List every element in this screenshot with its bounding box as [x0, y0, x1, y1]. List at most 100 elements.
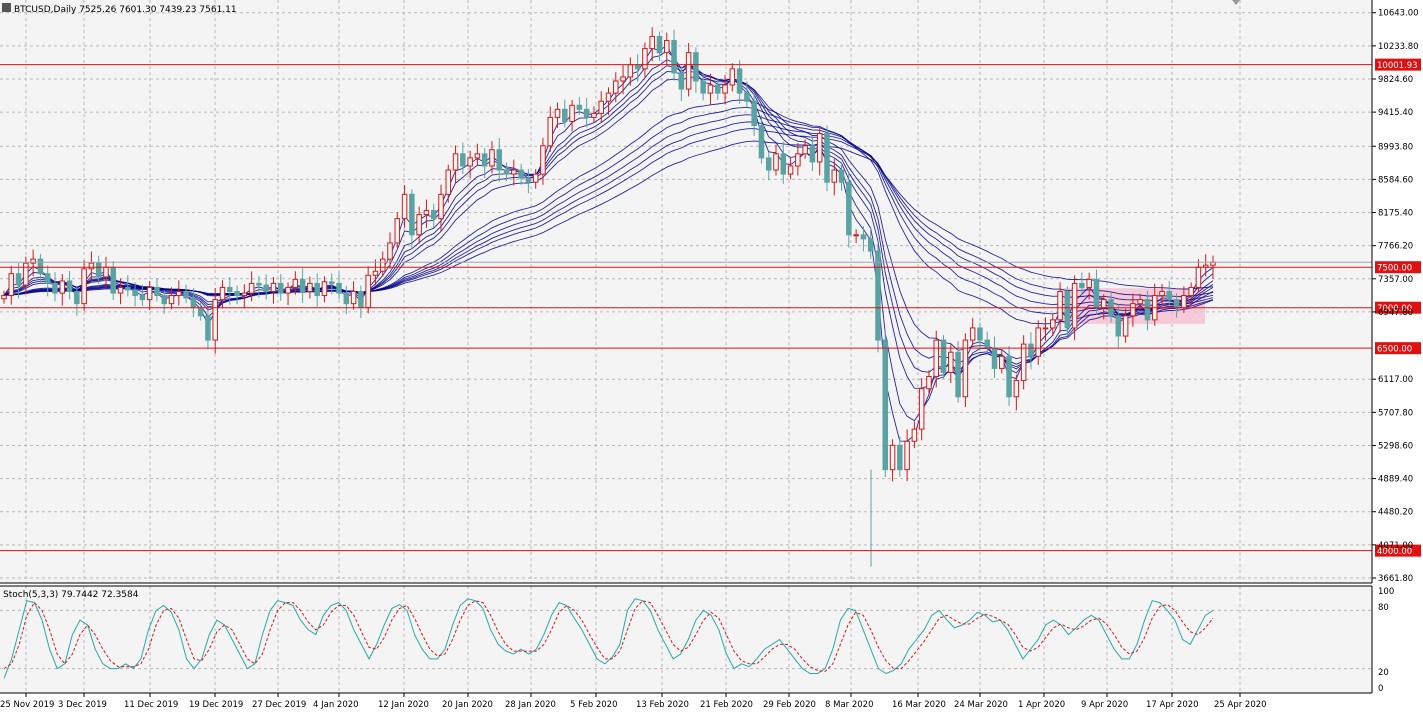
candle-body [452, 153, 459, 171]
candle-body [1188, 286, 1194, 297]
candle-body [358, 291, 364, 309]
candle-body [263, 284, 269, 292]
price-scale-label: 5707.80 [1378, 408, 1413, 418]
candle-body [678, 72, 685, 90]
candle-body [81, 268, 87, 305]
candle-body [474, 153, 481, 159]
candle-body [751, 100, 757, 127]
candle-body [23, 262, 29, 286]
candle-body [1071, 282, 1078, 329]
candle-body [824, 133, 830, 183]
candle-body [911, 428, 918, 442]
candle-body [205, 315, 211, 341]
candle-body [933, 339, 939, 378]
candle-body [1079, 282, 1085, 288]
candle-body [540, 145, 546, 175]
candle-body [1086, 278, 1092, 288]
candle-body [219, 286, 226, 301]
candle-body [110, 266, 117, 294]
level-tag [1375, 342, 1421, 355]
stoch-label: Stoch(5,3,3) 79.7442 72.3584 [3, 590, 139, 600]
candle-body [1057, 291, 1063, 321]
candle-body [816, 133, 823, 163]
candle-body [256, 282, 262, 286]
date-label: 16 Mar 2020 [892, 700, 946, 710]
candle-body [1093, 278, 1100, 309]
stochastic-pane[interactable] [0, 586, 1372, 693]
date-label: 1 Apr 2020 [1018, 700, 1065, 710]
candle-body [634, 64, 641, 70]
candle-body [598, 100, 604, 114]
date-label: 4 Jan 2020 [313, 700, 359, 710]
candle-body [37, 258, 44, 275]
candle-body [707, 84, 714, 94]
candle-body [1195, 266, 1202, 288]
candle-body [1013, 380, 1020, 398]
level-tag [1375, 261, 1421, 274]
candle-body [918, 388, 925, 430]
candle-body [379, 258, 386, 272]
level-tag [1375, 58, 1421, 71]
candle-body [642, 48, 648, 70]
candle-body [299, 278, 306, 292]
candle-body [984, 339, 990, 349]
candle-body [30, 258, 36, 264]
candle-body [1122, 315, 1129, 337]
candle-body [292, 278, 299, 288]
price-scale-label: 4480.20 [1378, 508, 1413, 518]
stoch-scale-label: 0 [1378, 684, 1383, 694]
price-scale-label: 5298.60 [1378, 441, 1413, 451]
candle-body [190, 297, 197, 309]
date-label: 28 Jan 2020 [505, 700, 556, 710]
candle-body [795, 153, 801, 167]
scroll-marker-icon[interactable] [1232, 0, 1240, 5]
candle-body [132, 289, 138, 297]
candle-body [525, 177, 532, 183]
level-label: 6500.00 [1377, 345, 1412, 355]
candle-body [831, 169, 838, 183]
candle-body [802, 145, 808, 155]
date-label: 11 Dec 2019 [124, 700, 178, 710]
candle-body [139, 295, 146, 301]
candle-body [314, 282, 320, 297]
candle-body [307, 282, 313, 292]
candle-body [423, 210, 430, 216]
date-label: 25 Apr 2020 [1214, 700, 1267, 710]
candle-body [183, 291, 189, 299]
candle-body [401, 193, 408, 220]
candle-body [620, 76, 626, 82]
candle-body [321, 281, 328, 297]
price-scale-label: 10233.80 [1378, 42, 1419, 52]
price-scale-label: 8584.60 [1378, 175, 1413, 185]
chart-menu-icon[interactable] [2, 3, 11, 12]
candle-body [671, 39, 677, 74]
candle-body [394, 218, 401, 244]
candle-body [212, 299, 218, 341]
candle-body [583, 108, 590, 118]
price-scale-label: 10643.00 [1378, 9, 1419, 19]
date-label: 21 Feb 2020 [700, 700, 753, 710]
candle-body [234, 291, 240, 297]
stoch-scale-label: 100 [1378, 587, 1394, 597]
candle-body [787, 165, 794, 175]
candle-body [241, 292, 248, 297]
candle-body [999, 355, 1005, 369]
candle-body [889, 444, 896, 471]
candle-body [969, 327, 976, 341]
candle-body [809, 145, 816, 163]
stoch-main-line [3, 598, 1214, 679]
price-scale-label: 4889.40 [1378, 475, 1413, 485]
level-tag [1375, 301, 1421, 314]
candle-body [1137, 299, 1143, 305]
date-label: 9 Apr 2020 [1081, 700, 1128, 710]
candle-body [926, 376, 932, 390]
date-label: 24 Mar 2020 [954, 700, 1008, 710]
candle-body [336, 282, 342, 294]
candle-body [270, 282, 277, 292]
candle-body [897, 444, 903, 471]
candle-body [285, 286, 291, 294]
date-label: 12 Jan 2020 [378, 700, 429, 710]
stoch-scale-label: 20 [1378, 668, 1389, 678]
candle-body [430, 210, 437, 220]
